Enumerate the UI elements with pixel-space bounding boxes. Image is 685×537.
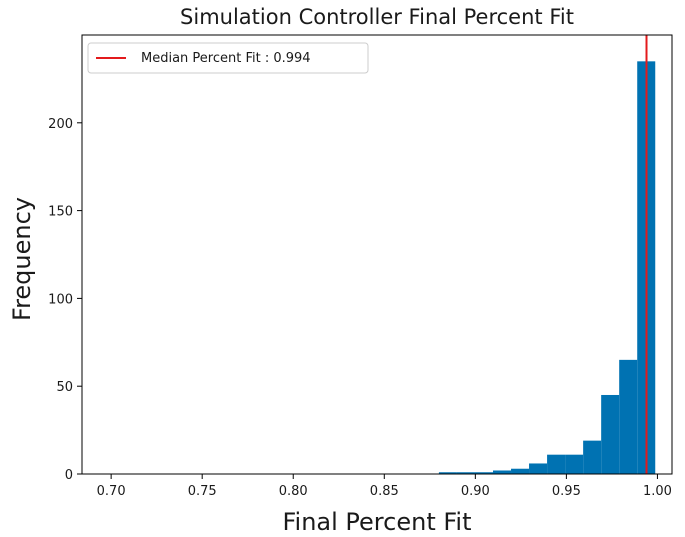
x-axis-label: Final Percent Fit bbox=[282, 508, 471, 533]
histogram-bar bbox=[601, 394, 620, 474]
histogram-bar bbox=[565, 454, 584, 474]
x-tick-label: 1.00 bbox=[643, 484, 672, 499]
y-axis-ticks: 0 50 100 150 200 bbox=[48, 117, 82, 483]
x-tick-label: 0.80 bbox=[279, 484, 308, 499]
chart-title: Simulation Controller Final Percent Fit bbox=[180, 5, 574, 29]
y-tick-label: 100 bbox=[48, 292, 73, 307]
histogram-bar bbox=[619, 359, 638, 474]
x-tick-label: 0.75 bbox=[188, 484, 217, 499]
y-axis-label: Frequency bbox=[8, 197, 36, 321]
legend-label: Median Percent Fit : 0.994 bbox=[141, 51, 311, 66]
y-tick-label: 50 bbox=[56, 380, 73, 395]
y-tick-label: 0 bbox=[65, 468, 73, 483]
histogram-bar bbox=[474, 472, 493, 474]
plot-frame bbox=[81, 34, 673, 475]
histogram-bar bbox=[492, 470, 512, 474]
histogram-bar bbox=[511, 468, 530, 474]
histogram-bar bbox=[583, 440, 602, 474]
histogram-bar bbox=[547, 454, 566, 474]
y-tick-label: 200 bbox=[48, 117, 73, 132]
histogram-bar bbox=[438, 472, 457, 474]
x-tick-label: 0.90 bbox=[461, 484, 490, 499]
x-tick-label: 0.85 bbox=[370, 484, 399, 499]
x-axis-ticks: 0.70 0.75 0.80 0.85 0.90 0.95 1.00 bbox=[97, 474, 672, 499]
x-tick-label: 0.95 bbox=[552, 484, 581, 499]
legend-box bbox=[87, 42, 369, 74]
histogram-bar bbox=[529, 463, 548, 474]
histogram-bar bbox=[456, 472, 475, 474]
y-tick-label: 150 bbox=[48, 205, 73, 220]
legend: Median Percent Fit : 0.994 bbox=[87, 42, 369, 74]
x-tick-label: 0.70 bbox=[97, 484, 126, 499]
